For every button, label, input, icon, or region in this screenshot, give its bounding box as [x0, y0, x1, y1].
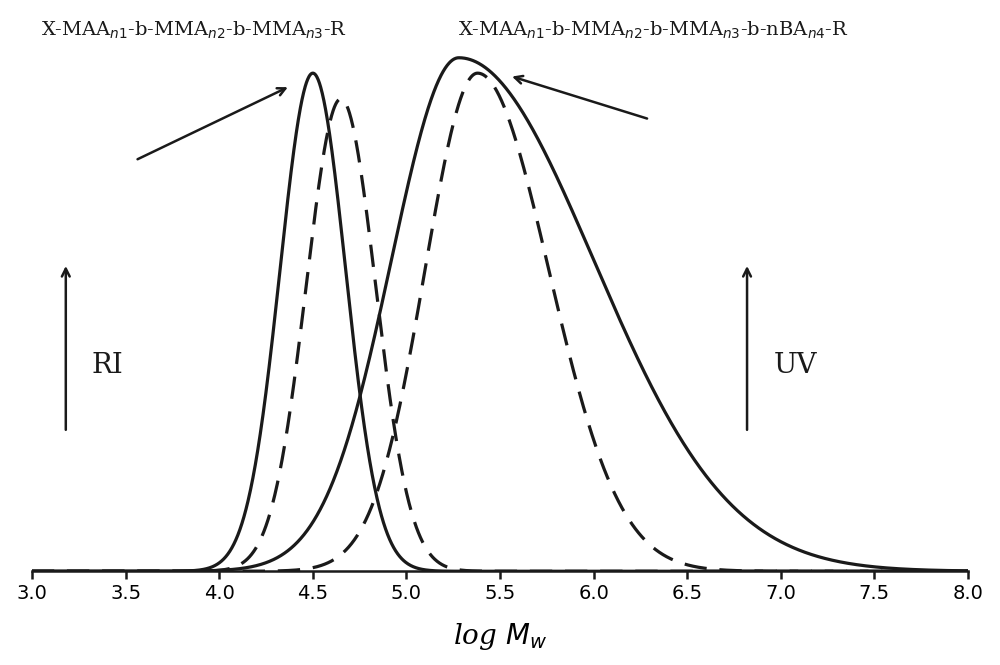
- Text: UV: UV: [773, 352, 817, 379]
- Text: RI: RI: [92, 352, 124, 379]
- Text: X-MAA$_{n1}$-b-MMA$_{n2}$-b-MMA$_{n3}$-b-nBA$_{n4}$-R: X-MAA$_{n1}$-b-MMA$_{n2}$-b-MMA$_{n3}$-b…: [458, 19, 849, 41]
- Text: log $M_w$: log $M_w$: [453, 621, 547, 652]
- Text: X-MAA$_{n1}$-b-MMA$_{n2}$-b-MMA$_{n3}$-R: X-MAA$_{n1}$-b-MMA$_{n2}$-b-MMA$_{n3}$-R: [41, 19, 347, 41]
